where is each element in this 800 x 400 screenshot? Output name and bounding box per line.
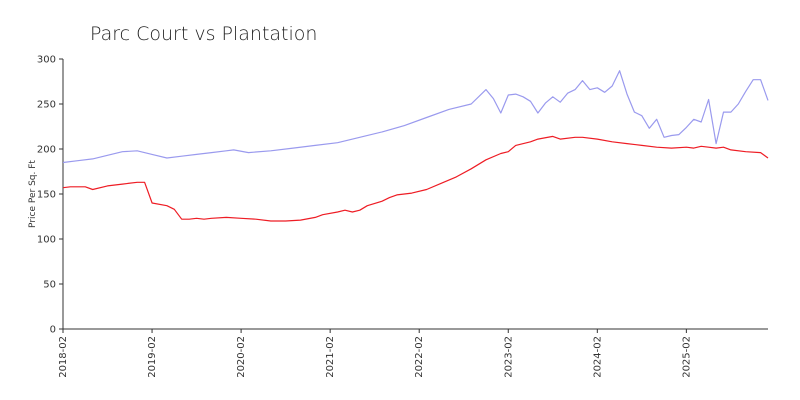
x-tick-label: 2020-02 <box>236 336 247 378</box>
series-line-2 <box>62 135 769 222</box>
y-tick-label: 0 <box>50 325 56 336</box>
x-tick-label: 2019-02 <box>147 336 158 378</box>
x-tick-label: 2023-02 <box>503 336 514 378</box>
x-tick-label: 2018-02 <box>58 336 69 378</box>
y-tick-label: 200 <box>37 145 56 156</box>
series-group <box>62 70 769 222</box>
y-axis-label: Price Per Sq. Ft <box>28 160 38 228</box>
series-line-1 <box>62 70 769 164</box>
y-tick-label: 50 <box>43 280 56 291</box>
y-tick-label: 150 <box>37 190 56 201</box>
x-tick-label: 2025-02 <box>681 336 692 378</box>
y-tick-label: 100 <box>37 235 56 246</box>
y-ticks: 0 50 100 150 200 250 300 <box>37 55 63 336</box>
x-tick-label: 2022-02 <box>414 336 425 378</box>
x-ticks: 2018-02 2019-02 2020-02 2021-02 2022-02 2023-… <box>58 329 692 378</box>
x-tick-label: 2021-02 <box>325 336 336 378</box>
y-tick-label: 250 <box>37 100 56 111</box>
y-tick-label: 300 <box>37 55 56 66</box>
x-tick-label: 2024-02 <box>592 336 603 378</box>
chart-title: Parc Court vs Plantation <box>90 23 317 45</box>
